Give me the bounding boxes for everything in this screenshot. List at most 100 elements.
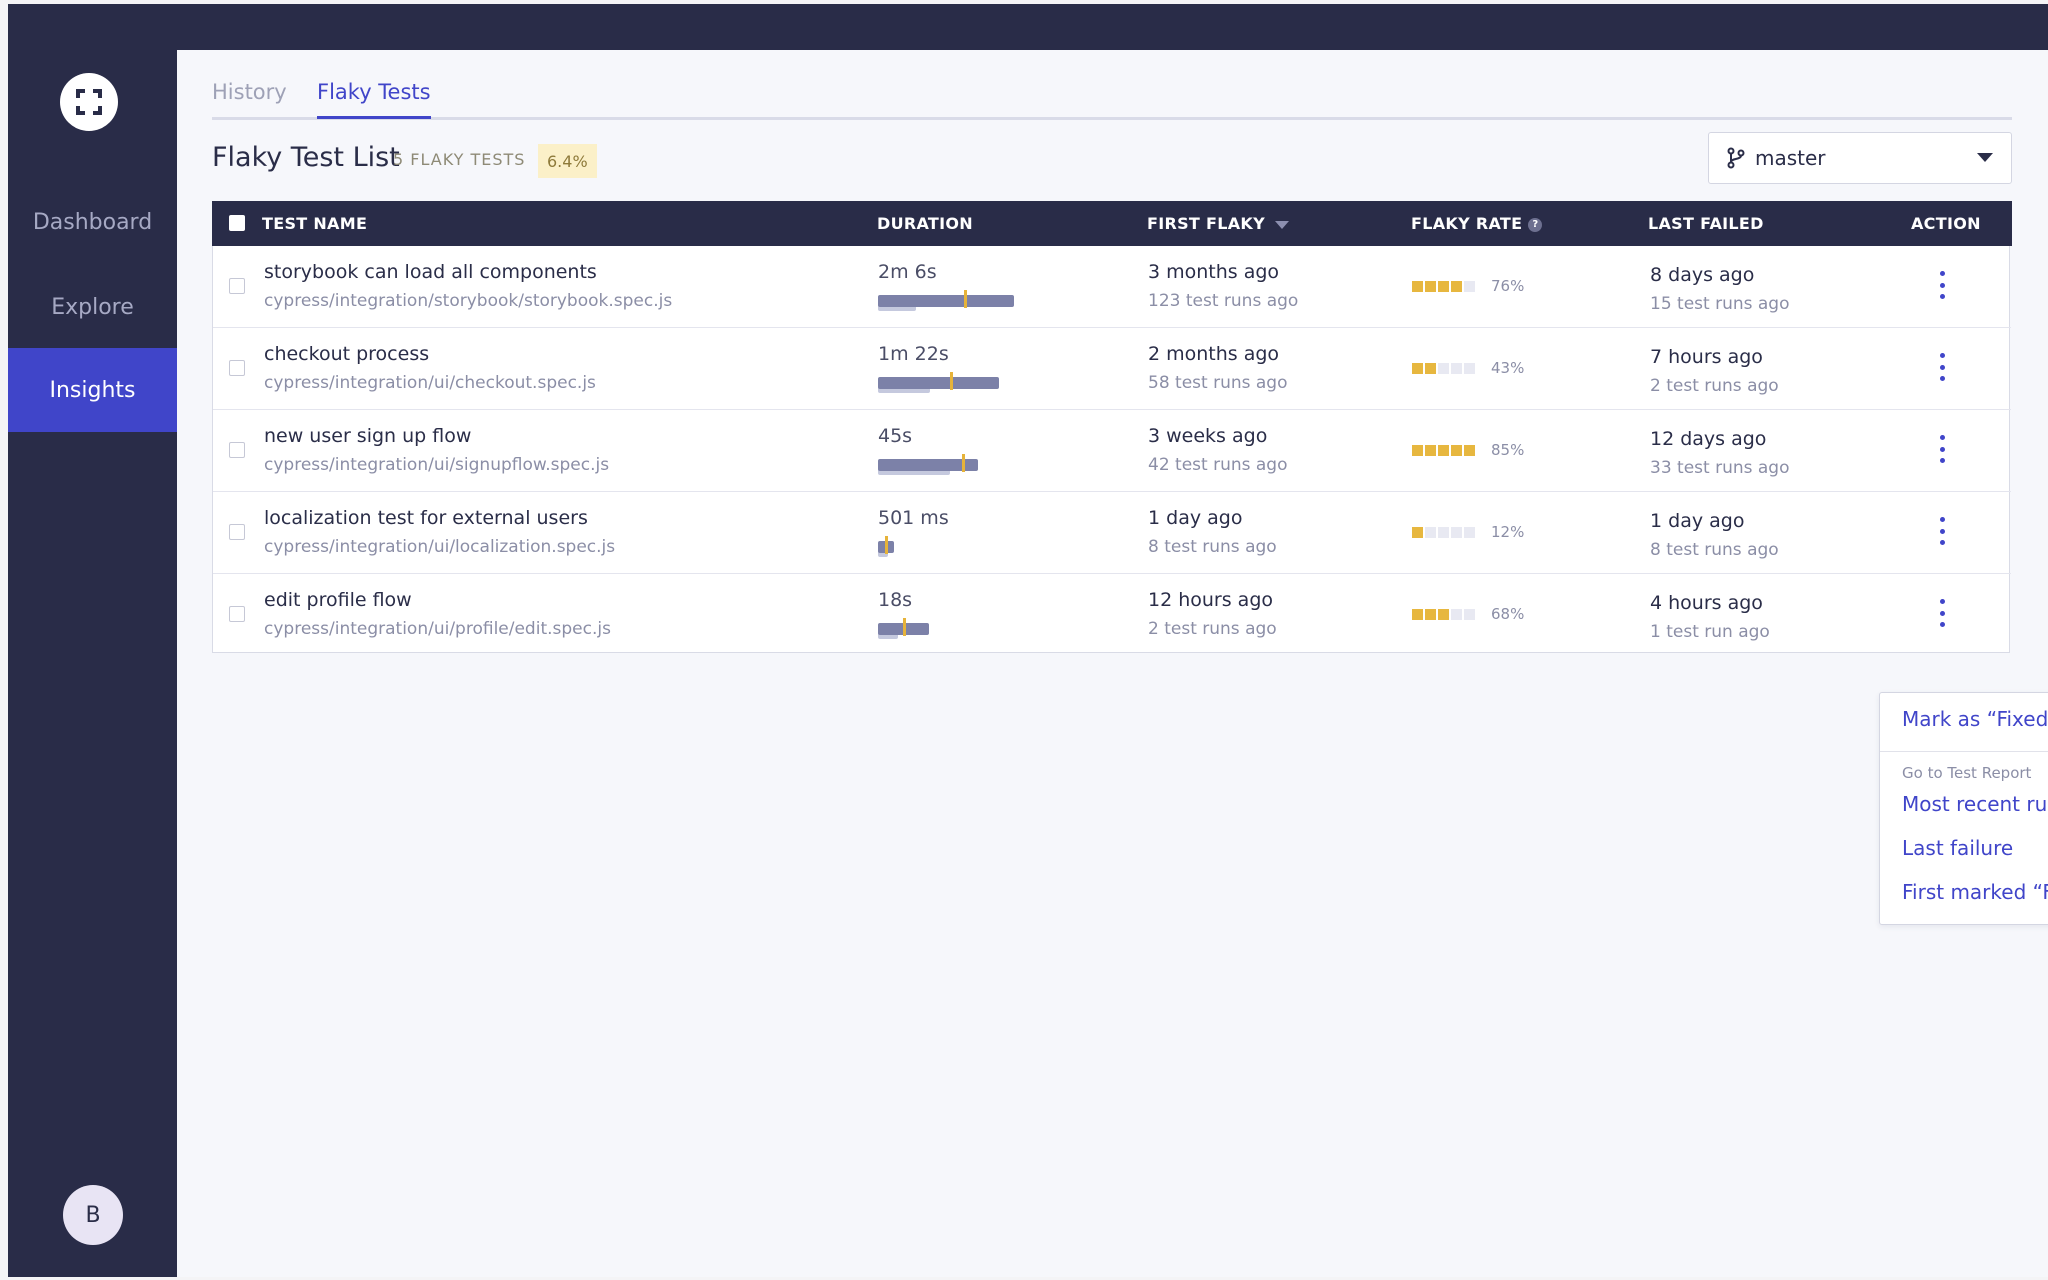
flaky-test-table: TEST NAME DURATION FIRST FLAKY FLAKY RAT…	[212, 201, 2012, 656]
duration-marker	[950, 372, 953, 390]
duration-average-bar	[878, 304, 916, 311]
column-header-duration: DURATION	[877, 214, 973, 233]
duration-average-bar	[878, 468, 950, 475]
select-all-checkbox[interactable]	[229, 215, 245, 231]
duration-text: 1m 22s	[878, 343, 949, 365]
row-checkbox[interactable]	[229, 360, 245, 376]
tab-flaky-tests[interactable]: Flaky Tests	[317, 80, 431, 119]
test-name: storybook can load all components	[264, 261, 597, 283]
column-header-last-failed: LAST FAILED	[1648, 214, 1764, 233]
flaky-percent-badge: 6.4%	[538, 144, 597, 178]
main-content: History Flaky Tests Flaky Test List 5 FL…	[177, 50, 2048, 1277]
table-row[interactable]: storybook can load all components cypres…	[213, 246, 2011, 328]
duration-text: 501 ms	[878, 507, 949, 529]
duration-bar	[878, 459, 978, 471]
flaky-rate-box	[1464, 363, 1475, 374]
duration-marker	[962, 454, 965, 472]
test-path: cypress/integration/ui/profile/edit.spec…	[264, 619, 611, 639]
branch-select[interactable]: master	[1708, 132, 2012, 184]
duration-average-bar	[878, 386, 930, 393]
last-failed-time: 8 days ago	[1650, 264, 1755, 286]
column-header-flaky-rate-label: FLAKY RATE	[1411, 214, 1523, 233]
menu-item-most-recent-run[interactable]: Most recent run	[1902, 792, 2048, 816]
flaky-rate-box	[1451, 445, 1462, 456]
more-actions-icon[interactable]	[1936, 353, 1948, 381]
sidebar-item-insights[interactable]: Insights	[8, 348, 177, 432]
menu-item-last-failure[interactable]: Last failure	[1902, 836, 2014, 860]
menu-divider	[1880, 751, 2048, 752]
flaky-count-label: 5 FLAKY TESTS	[393, 150, 526, 169]
tab-history[interactable]: History	[212, 80, 287, 104]
more-actions-icon[interactable]	[1936, 435, 1948, 463]
flaky-rate-box	[1412, 363, 1423, 374]
flaky-rate-box	[1464, 281, 1475, 292]
chevron-down-icon	[1977, 153, 1993, 162]
first-flaky-time: 1 day ago	[1148, 507, 1243, 529]
table-row[interactable]: checkout process cypress/integration/ui/…	[213, 328, 2011, 410]
sort-down-icon	[1275, 220, 1290, 229]
tab-underline	[212, 117, 2012, 120]
flaky-rate-percent: 12%	[1491, 523, 1525, 541]
table-row[interactable]: localization test for external users cyp…	[213, 492, 2011, 574]
last-failed-runs: 33 test runs ago	[1650, 458, 1790, 478]
git-branch-icon	[1727, 147, 1745, 169]
test-name: edit profile flow	[264, 589, 412, 611]
more-actions-icon[interactable]	[1936, 599, 1948, 627]
row-checkbox[interactable]	[229, 606, 245, 622]
flaky-rate-box	[1412, 281, 1423, 292]
duration-bar	[878, 377, 999, 389]
last-failed-time: 1 day ago	[1650, 510, 1745, 532]
table-row[interactable]: edit profile flow cypress/integration/ui…	[213, 574, 2011, 656]
flaky-rate-meter	[1412, 527, 1475, 538]
flaky-rate-percent: 76%	[1491, 277, 1525, 295]
cypress-logo-icon[interactable]	[60, 73, 118, 131]
flaky-rate-box	[1464, 445, 1475, 456]
last-failed-time: 7 hours ago	[1650, 346, 1763, 368]
table-row[interactable]: new user sign up flow cypress/integratio…	[213, 410, 2011, 492]
flaky-rate-meter	[1412, 363, 1475, 374]
duration-text: 2m 6s	[878, 261, 937, 283]
sidebar: Dashboard Explore Insights B	[8, 4, 177, 1277]
duration-marker	[903, 618, 906, 636]
menu-item-mark-fixed-flaky[interactable]: Mark as “Fixed Flaky”	[1902, 707, 2048, 731]
flaky-rate-percent: 85%	[1491, 441, 1525, 459]
first-flaky-runs: 42 test runs ago	[1148, 455, 1288, 475]
flaky-rate-box	[1425, 527, 1436, 538]
column-header-test-name: TEST NAME	[262, 214, 368, 233]
test-name: checkout process	[264, 343, 430, 365]
first-flaky-runs: 58 test runs ago	[1148, 373, 1288, 393]
flaky-rate-box	[1425, 363, 1436, 374]
more-actions-icon[interactable]	[1936, 517, 1948, 545]
page-title: Flaky Test List	[212, 142, 400, 173]
help-icon[interactable]: ?	[1528, 217, 1543, 232]
test-path: cypress/integration/ui/signupflow.spec.j…	[264, 455, 610, 475]
flaky-rate-box	[1451, 281, 1462, 292]
menu-item-first-marked-flaky[interactable]: First marked “Flaky”	[1902, 880, 2048, 904]
more-actions-icon[interactable]	[1936, 271, 1948, 299]
branch-select-value: master	[1755, 146, 1826, 170]
action-menu: Mark as “Fixed Flaky” Go to Test Report …	[1879, 692, 2048, 925]
flaky-rate-box	[1464, 527, 1475, 538]
first-flaky-time: 3 weeks ago	[1148, 425, 1268, 447]
first-flaky-time: 3 months ago	[1148, 261, 1280, 283]
test-name: localization test for external users	[264, 507, 588, 529]
last-failed-runs: 1 test run ago	[1650, 622, 1770, 642]
duration-text: 18s	[878, 589, 913, 611]
last-failed-time: 4 hours ago	[1650, 592, 1763, 614]
duration-average-bar	[878, 632, 898, 639]
duration-text: 45s	[878, 425, 913, 447]
flaky-rate-meter	[1412, 609, 1475, 620]
flaky-rate-box	[1425, 445, 1436, 456]
row-checkbox[interactable]	[229, 278, 245, 294]
column-header-first-flaky[interactable]: FIRST FLAKY	[1147, 214, 1290, 233]
row-checkbox[interactable]	[229, 524, 245, 540]
flaky-rate-box	[1451, 363, 1462, 374]
first-flaky-runs: 8 test runs ago	[1148, 537, 1277, 557]
flaky-rate-box	[1412, 609, 1423, 620]
flaky-rate-percent: 43%	[1491, 359, 1525, 377]
row-checkbox[interactable]	[229, 442, 245, 458]
sidebar-item-dashboard[interactable]: Dashboard	[32, 209, 153, 235]
flaky-rate-box	[1451, 609, 1462, 620]
sidebar-item-explore[interactable]: Explore	[51, 294, 134, 320]
avatar[interactable]: B	[63, 1185, 123, 1245]
